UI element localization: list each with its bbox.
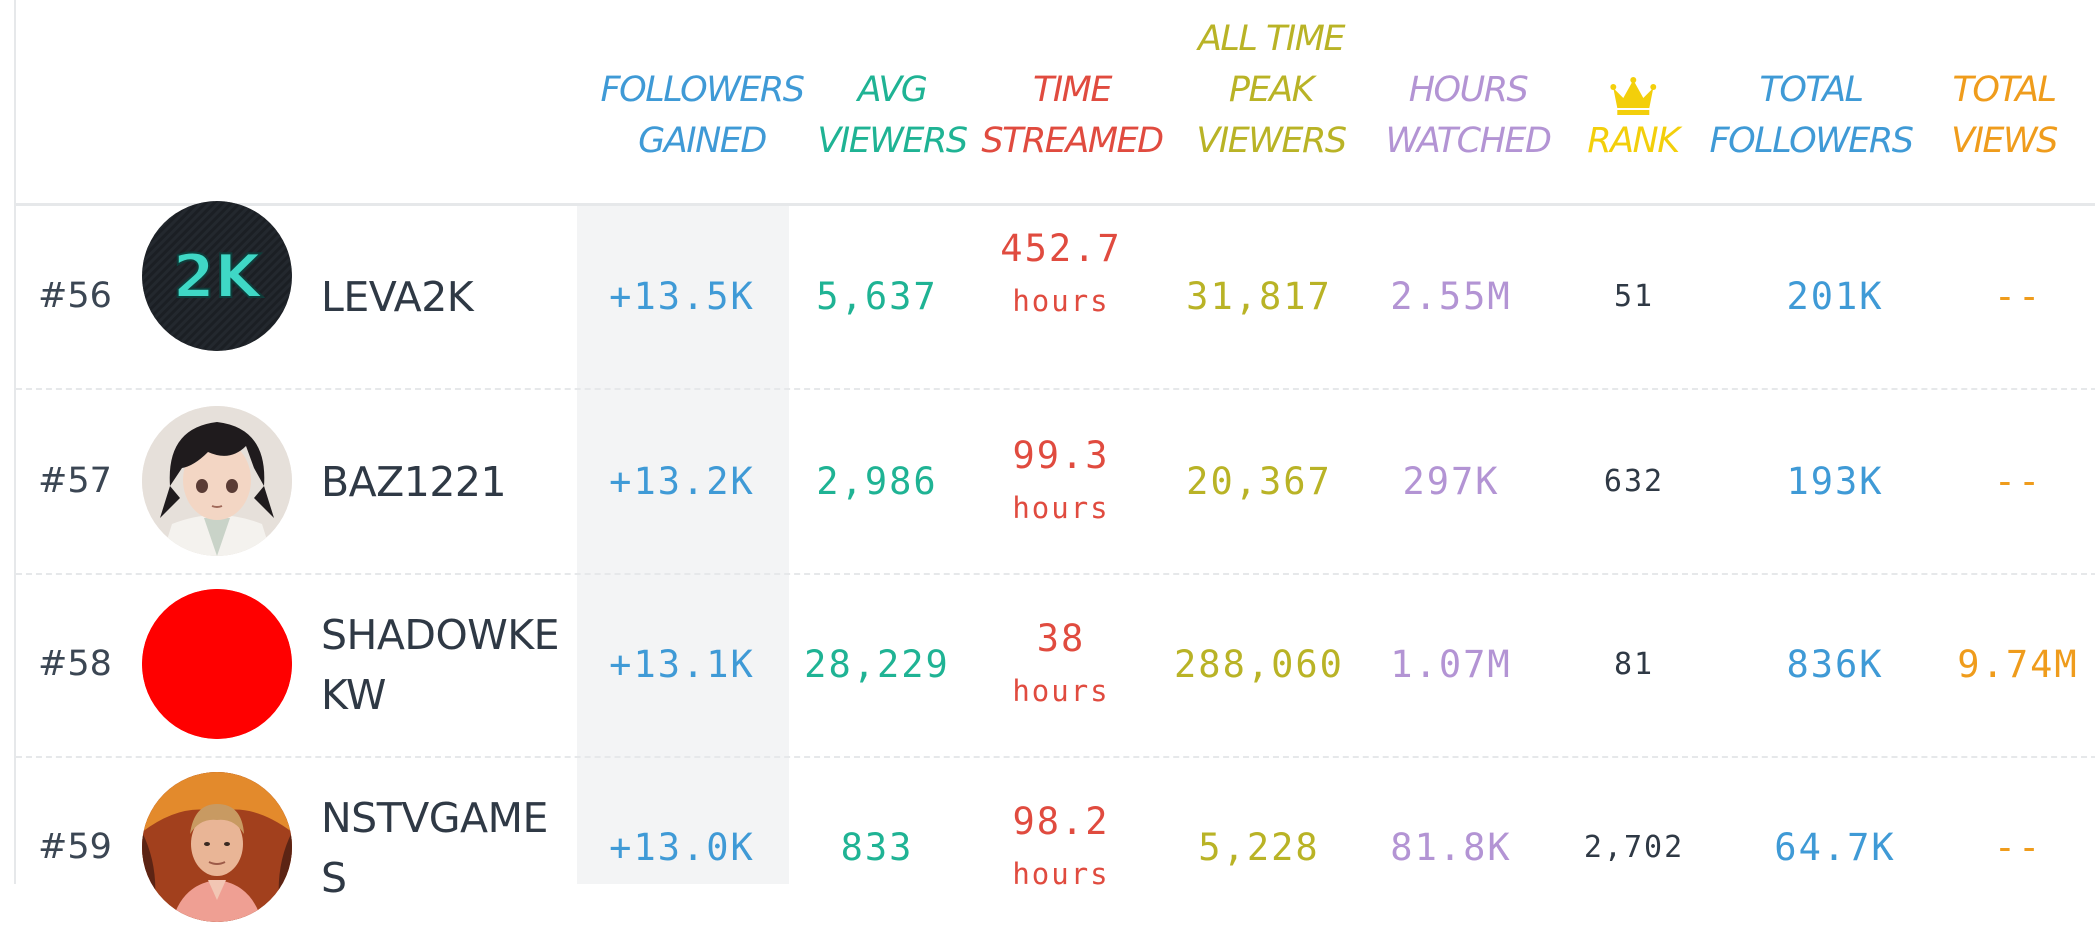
- red-circle-avatar: [142, 589, 292, 739]
- leaderboard-table: FOLLOWERS GAINED AVG VIEWERS TIME STREAM…: [14, 0, 2095, 922]
- row-rank: #58: [38, 644, 112, 684]
- header-time-streamed[interactable]: TIME STREAMED: [981, 70, 1164, 161]
- 2k-logo-icon: 2K: [142, 201, 292, 351]
- total-followers-value: 836K: [1786, 643, 1884, 686]
- streamer-name[interactable]: SHADOWKEKW: [321, 610, 560, 719]
- row-rank: #57: [38, 461, 112, 501]
- header-avg-viewers[interactable]: AVG VIEWERS: [817, 70, 968, 161]
- time-streamed-value: 452.7 hours: [1000, 226, 1122, 318]
- total-views-value: 9.74M: [1957, 643, 2079, 686]
- table-header: FOLLOWERS GAINED AVG VIEWERS TIME STREAM…: [16, 0, 2095, 206]
- header-total-followers[interactable]: TOTAL FOLLOWERS: [1709, 70, 1914, 161]
- header-total-views[interactable]: TOTAL VIEWS: [1951, 70, 2058, 161]
- row-rank: #59: [38, 827, 112, 867]
- time-streamed-value: 98.2 hours: [1012, 799, 1110, 891]
- followers-gained-value: +13.2K: [609, 460, 755, 503]
- avg-viewers-value: 2,986: [816, 460, 938, 503]
- person-photo-avatar: [142, 772, 292, 922]
- peak-viewers-value: 31,817: [1186, 275, 1332, 318]
- svg-text:2K: 2K: [173, 242, 264, 312]
- header-peak-viewers[interactable]: ALL TIME PEAK VIEWERS: [1196, 19, 1347, 161]
- followers-gained-highlight-column: [577, 205, 789, 884]
- avatar[interactable]: [142, 589, 292, 739]
- row-rank: #56: [38, 276, 112, 316]
- total-views-value: --: [1993, 275, 2043, 318]
- total-followers-value: 193K: [1786, 460, 1884, 503]
- header-rank[interactable]: RANK: [1587, 76, 1680, 167]
- rank-value: 51: [1613, 279, 1655, 314]
- hours-watched-value: 1.07M: [1390, 643, 1512, 686]
- avg-viewers-value: 5,637: [816, 275, 938, 318]
- time-streamed-value: 99.3 hours: [1012, 433, 1110, 525]
- header-hours-watched[interactable]: HOURS WATCHED: [1385, 70, 1552, 161]
- table-row[interactable]: #59 NSTVGAMES +13.0K 833 98.2 hours 5,2: [16, 756, 2095, 939]
- followers-gained-value: +13.0K: [609, 826, 755, 869]
- table-row[interactable]: #57 BAZ1221 +13.2K 2,986 99.3 hours 20,3…: [16, 390, 2095, 575]
- peak-viewers-value: 288,060: [1174, 643, 1344, 686]
- avg-viewers-value: 28,229: [804, 643, 950, 686]
- table-row[interactable]: #56 2K LEVA2K +13.5K 5,637 452.7 hours 3…: [16, 201, 2095, 390]
- followers-gained-value: +13.1K: [609, 643, 755, 686]
- table-row[interactable]: #58 SHADOWKEKW +13.1K 28,229 38 hours 28…: [16, 573, 2095, 758]
- total-followers-value: 201K: [1786, 275, 1884, 318]
- total-views-value: --: [1993, 826, 2043, 869]
- rank-value: 632: [1603, 464, 1665, 499]
- total-followers-value: 64.7K: [1774, 826, 1896, 869]
- peak-viewers-value: 5,228: [1198, 826, 1320, 869]
- avatar[interactable]: 2K: [142, 201, 292, 351]
- total-views-value: --: [1993, 460, 2043, 503]
- followers-gained-value: +13.5K: [609, 275, 755, 318]
- streamer-name[interactable]: BAZ1221: [321, 457, 507, 506]
- crown-icon: [1610, 77, 1656, 115]
- anime-character-avatar: [142, 406, 292, 556]
- rank-value: 81: [1613, 647, 1655, 682]
- peak-viewers-value: 20,367: [1186, 460, 1332, 503]
- streamer-name[interactable]: LEVA2K: [321, 272, 474, 321]
- avg-viewers-value: 833: [840, 826, 914, 869]
- header-followers-gained[interactable]: FOLLOWERS GAINED: [600, 70, 805, 161]
- avatar[interactable]: [142, 772, 292, 922]
- hours-watched-value: 297K: [1402, 460, 1500, 503]
- hours-watched-value: 2.55M: [1390, 275, 1512, 318]
- hours-watched-value: 81.8K: [1390, 826, 1512, 869]
- avatar[interactable]: [142, 406, 292, 556]
- time-streamed-value: 38 hours: [1012, 616, 1110, 708]
- rank-value: 2,702: [1583, 830, 1685, 865]
- streamer-name[interactable]: NSTVGAMES: [321, 793, 548, 902]
